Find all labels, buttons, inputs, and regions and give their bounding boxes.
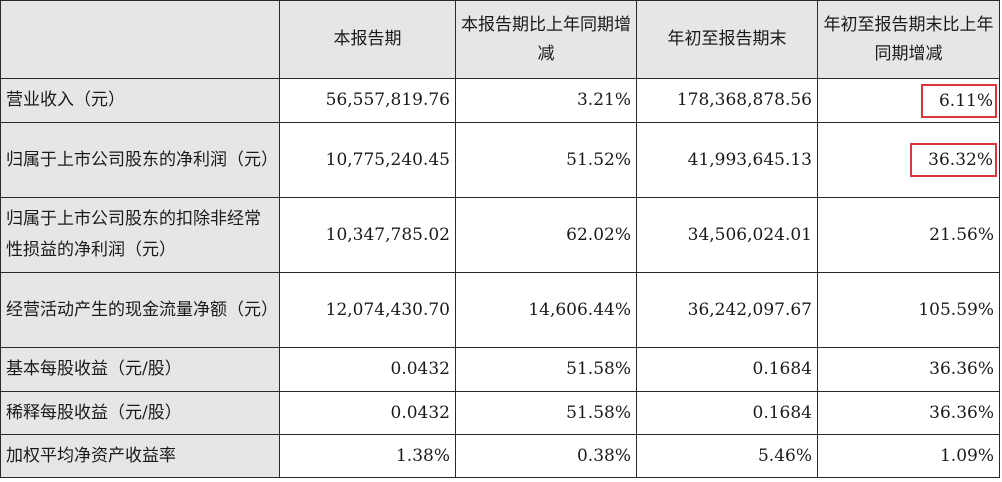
header-current-period: 本报告期 [279, 0, 456, 79]
table-row: 归属于上市公司股东的扣除非经常性损益的净利润（元） 10,347,785.02 … [0, 197, 1000, 273]
table-row: 基本每股收益（元/股） 0.0432 51.58% 0.1684 36.36% [0, 347, 1000, 392]
current-change-value: 51.52% [455, 122, 637, 198]
ytd-value: 0.1684 [636, 347, 818, 392]
ytd-change-value: 105.59% [817, 272, 1000, 348]
current-change-value: 3.21% [455, 78, 637, 123]
current-value: 0.0432 [279, 391, 456, 435]
table-row: 稀释每股收益（元/股） 0.0432 51.58% 0.1684 36.36% [0, 391, 1000, 435]
ytd-change-cell: 36.32% [817, 122, 1000, 198]
current-change-value: 51.58% [455, 347, 637, 392]
current-value: 10,347,785.02 [279, 197, 456, 273]
current-value: 1.38% [279, 434, 456, 478]
row-label: 基本每股收益（元/股） [0, 347, 280, 392]
ytd-value: 36,242,097.67 [636, 272, 818, 348]
ytd-change-value: 36.36% [817, 347, 1000, 392]
highlighted-ytd-change: 6.11% [920, 83, 997, 118]
ytd-value: 34,506,024.01 [636, 197, 818, 273]
header-row: 本报告期 本报告期比上年同期增减 年初至报告期末 年初至报告期末比上年同期增减 [0, 0, 1000, 79]
current-value: 56,557,819.76 [279, 78, 456, 123]
current-value: 0.0432 [279, 347, 456, 392]
ytd-value: 0.1684 [636, 391, 818, 435]
ytd-value: 5.46% [636, 434, 818, 478]
ytd-change-value: 36.36% [817, 391, 1000, 435]
row-label: 归属于上市公司股东的扣除非经常性损益的净利润（元） [0, 197, 280, 273]
ytd-value: 41,993,645.13 [636, 122, 818, 198]
header-corner [0, 0, 280, 79]
current-change-value: 14,606.44% [455, 272, 637, 348]
row-label: 加权平均净资产收益率 [0, 434, 280, 478]
table-row: 加权平均净资产收益率 1.38% 0.38% 5.46% 1.09% [0, 434, 1000, 478]
header-current-change: 本报告期比上年同期增减 [455, 0, 637, 79]
ytd-change-cell: 6.11% [817, 78, 1000, 123]
ytd-change-value: 1.09% [817, 434, 1000, 478]
current-change-value: 0.38% [455, 434, 637, 478]
table-row: 归属于上市公司股东的净利润（元） 10,775,240.45 51.52% 41… [0, 122, 1000, 198]
current-value: 10,775,240.45 [279, 122, 456, 198]
row-label: 营业收入（元） [0, 78, 280, 123]
ytd-change-value: 21.56% [817, 197, 1000, 273]
row-label: 归属于上市公司股东的净利润（元） [0, 122, 280, 198]
table-row: 经营活动产生的现金流量净额（元） 12,074,430.70 14,606.44… [0, 272, 1000, 348]
table-row: 营业收入（元） 56,557,819.76 3.21% 178,368,878.… [0, 78, 1000, 123]
current-change-value: 51.58% [455, 391, 637, 435]
row-label: 稀释每股收益（元/股） [0, 391, 280, 435]
current-value: 12,074,430.70 [279, 272, 456, 348]
ytd-value: 178,368,878.56 [636, 78, 818, 123]
header-ytd-change: 年初至报告期末比上年同期增减 [817, 0, 1000, 79]
header-ytd: 年初至报告期末 [636, 0, 818, 79]
row-label: 经营活动产生的现金流量净额（元） [0, 272, 280, 348]
current-change-value: 62.02% [455, 197, 637, 273]
highlighted-ytd-change: 36.32% [910, 143, 997, 177]
